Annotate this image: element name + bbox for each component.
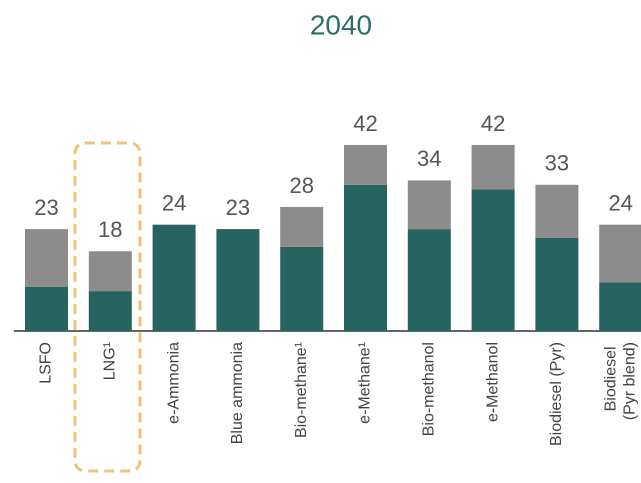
total-label: 33 bbox=[545, 151, 569, 176]
x-tick-label: Bio-methanol bbox=[421, 342, 438, 436]
bar-segment bbox=[280, 246, 324, 331]
bar-segment bbox=[599, 282, 641, 331]
bar-segment bbox=[471, 144, 515, 190]
bar-segment bbox=[344, 184, 387, 331]
total-label: 28 bbox=[289, 173, 313, 198]
bar-segment bbox=[88, 291, 132, 331]
x-tick-label: e-Ammonia bbox=[165, 342, 182, 424]
x-tick-label: LSFO bbox=[38, 342, 55, 384]
bar-segment bbox=[25, 229, 68, 287]
bar-segment bbox=[216, 229, 260, 331]
bar-segment bbox=[535, 184, 579, 238]
bar-segment bbox=[407, 180, 451, 230]
bar-segment bbox=[535, 237, 579, 331]
x-tick-label: Bio-methane¹ bbox=[293, 342, 310, 438]
total-label: 34 bbox=[417, 146, 441, 171]
bar-segment bbox=[407, 229, 451, 331]
bar-segment bbox=[471, 189, 515, 331]
highlight-box bbox=[73, 141, 142, 473]
x-tick-label: Biodiesel (Pyr blend) bbox=[603, 342, 639, 420]
chart-title: 2040 bbox=[310, 9, 372, 40]
x-tick-label: Blue ammonia bbox=[229, 342, 246, 444]
bar-segment bbox=[280, 206, 324, 247]
x-tick-label: Biodiesel (Pyr) bbox=[548, 342, 565, 446]
total-label: 18 bbox=[98, 217, 122, 242]
bar-segment bbox=[88, 251, 132, 292]
total-label: 24 bbox=[608, 190, 632, 215]
total-label: 23 bbox=[226, 195, 250, 220]
bar-segment bbox=[599, 224, 641, 283]
x-tick-label: LNG¹ bbox=[102, 342, 119, 380]
bar-segment bbox=[344, 144, 387, 185]
total-label: 23 bbox=[34, 195, 58, 220]
bar-segment bbox=[152, 224, 196, 331]
total-label: 42 bbox=[353, 111, 377, 136]
bar-segment bbox=[25, 286, 68, 331]
x-tick-label: e-Methanol bbox=[484, 342, 501, 422]
x-tick-label: e-Methane¹ bbox=[357, 342, 374, 424]
total-label: 24 bbox=[162, 190, 186, 215]
total-label: 42 bbox=[481, 111, 505, 136]
